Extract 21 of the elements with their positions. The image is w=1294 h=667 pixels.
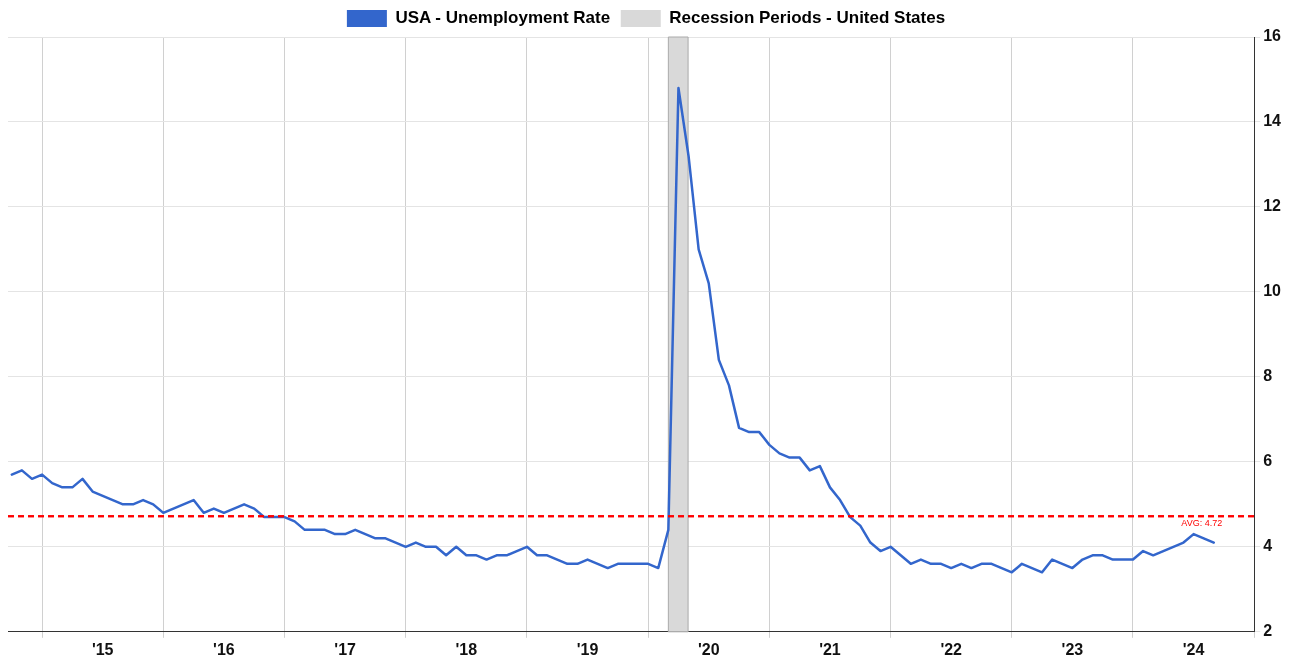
x-tick-label: '23 [1061,640,1084,658]
y-tick-label: 6 [1263,452,1273,470]
legend-label: Recession Periods - United States [669,8,946,28]
x-tick-label: '17 [334,640,357,658]
x-tick-label: '15 [91,640,114,658]
x-tick-label: '21 [819,640,841,658]
x-tick-label: '16 [213,640,235,658]
x-tick-label: '19 [576,640,599,658]
y-tick-label: 14 [1263,112,1282,130]
x-tick-label: '24 [1182,640,1205,658]
y-tick-label: 4 [1263,537,1273,555]
ref-line-label: AVG: 4.72 [1181,518,1223,529]
y-tick-label: 8 [1263,367,1273,385]
legend-label: USA - Unemployment Rate [395,8,611,28]
x-tick-label: '22 [940,640,963,658]
y-tick-label: 2 [1263,622,1273,640]
x-tick-label: '18 [455,640,478,658]
x-tick-label: '20 [697,640,720,658]
y-tick-label: 10 [1263,282,1282,300]
y-tick-label: 16 [1263,27,1282,45]
y-tick-label: 12 [1263,197,1282,215]
